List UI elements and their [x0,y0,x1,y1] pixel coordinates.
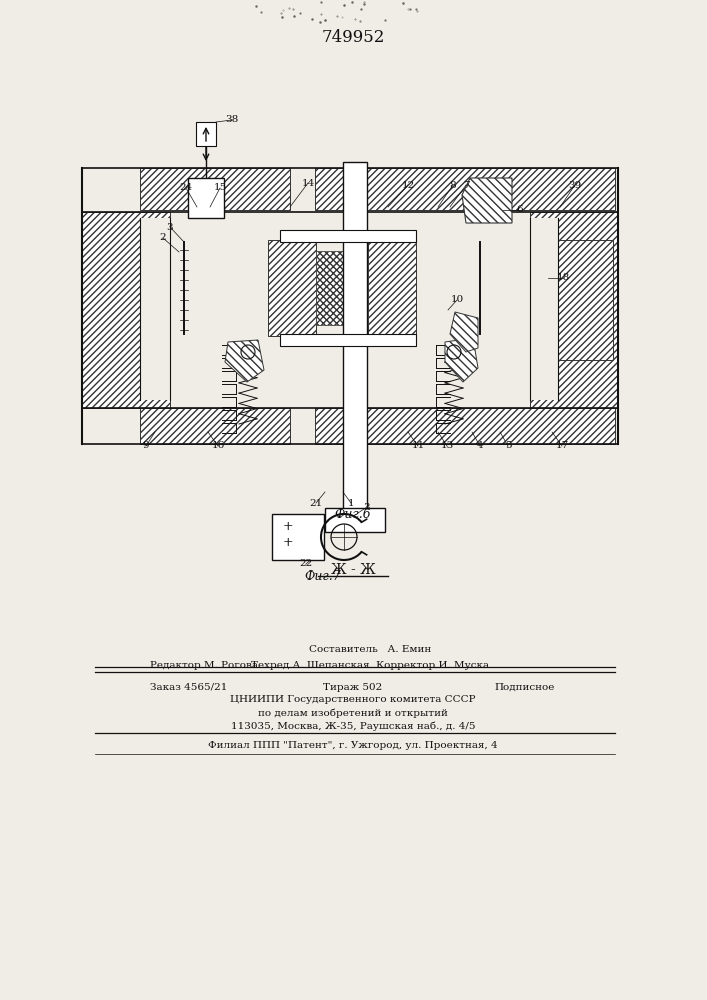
Text: Фиг.7: Фиг.7 [305,570,341,582]
Text: Техред А. Шепанская  Корректор И. Муска: Техред А. Шепанская Корректор И. Муска [251,660,489,670]
Text: Редактор М. Рогова: Редактор М. Рогова [150,660,258,670]
Polygon shape [462,178,512,223]
Text: 15: 15 [214,184,227,192]
Text: 16: 16 [211,442,225,450]
Text: 18: 18 [556,273,570,282]
Text: 38: 38 [226,115,239,124]
Text: 12: 12 [402,180,414,190]
Text: 11: 11 [411,442,425,450]
Text: 24: 24 [180,184,192,192]
Bar [140,408,290,444]
Bar [316,251,368,325]
Text: 5: 5 [505,442,511,450]
Text: 3: 3 [167,223,173,232]
Bar [558,240,613,360]
Bar [345,407,365,442]
Text: Составитель   А. Емин: Составитель А. Емин [309,646,431,654]
Text: 21: 21 [310,498,322,508]
Text: Ж - Ж: Ж - Ж [331,563,375,577]
Text: 7: 7 [462,180,469,190]
Polygon shape [450,312,478,352]
Bar [343,162,367,510]
Bar [368,240,416,336]
Text: 113035, Москва, Ж-35, Раушская наб., д. 4/5: 113035, Москва, Ж-35, Раушская наб., д. … [230,721,475,731]
Text: 13: 13 [440,442,454,450]
Bar [196,122,216,146]
Text: 39: 39 [568,180,582,190]
Bar [530,212,618,408]
Text: 3: 3 [363,502,370,512]
Text: ЦНИИПИ Государственного комитета СССР: ЦНИИПИ Государственного комитета СССР [230,696,476,704]
Text: 1: 1 [348,498,354,508]
Text: 22: 22 [299,560,312,568]
Text: Заказ 4565/21: Заказ 4565/21 [150,682,228,692]
Text: Подписное: Подписное [495,682,555,692]
Text: Филиал ППП "Патент", г. Ужгород, ул. Проектная, 4: Филиал ППП "Патент", г. Ужгород, ул. Про… [208,742,498,750]
Text: 6: 6 [517,206,523,215]
Polygon shape [445,338,478,382]
Bar [82,212,170,408]
Bar [188,178,224,218]
Text: 10: 10 [450,296,464,304]
Bar [280,334,416,346]
Text: Фиг.6: Фиг.6 [334,508,371,522]
Bar [315,408,615,444]
Text: 8: 8 [450,180,456,190]
Bar [345,170,365,210]
Text: 4: 4 [477,442,484,450]
Text: +: + [283,536,293,550]
Text: 2: 2 [160,233,166,242]
Bar [315,168,615,210]
Text: +: + [283,520,293,534]
Text: 14: 14 [301,178,315,188]
Bar [272,514,324,560]
Text: 17: 17 [556,442,568,450]
Text: Тираж 502: Тираж 502 [323,682,382,692]
Bar [530,218,558,400]
Text: по делам изобретений и открытий: по делам изобретений и открытий [258,708,448,718]
Text: 749952: 749952 [321,28,385,45]
Polygon shape [225,340,264,382]
Bar [140,218,170,400]
Bar [268,240,316,336]
Bar [325,508,385,532]
Text: 9: 9 [143,442,149,450]
Bar [280,230,416,242]
Bar [140,168,290,210]
